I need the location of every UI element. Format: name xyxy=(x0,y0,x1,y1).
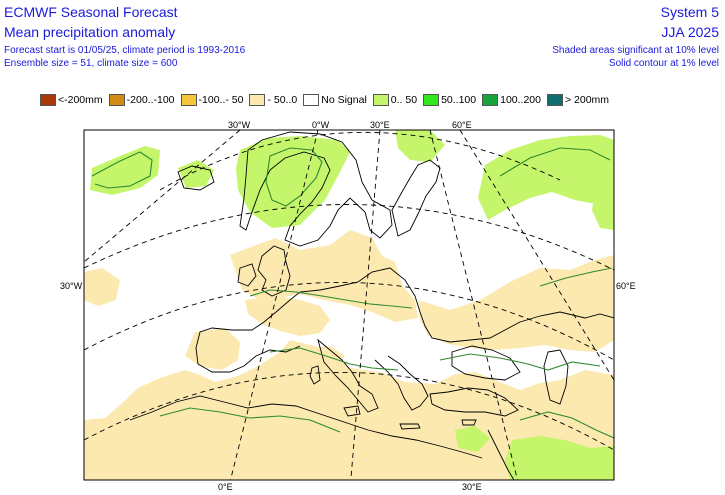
meridian-60e xyxy=(459,130,614,381)
legend-swatch xyxy=(180,94,197,106)
legend-label: 50..100 xyxy=(441,94,477,106)
legend-item: 100..200 xyxy=(482,94,541,106)
wet-region-middle-east xyxy=(505,436,614,480)
ensemble-size-text: Ensemble size = 51, climate size = 600 xyxy=(4,58,178,69)
contour-black-sea xyxy=(439,353,601,371)
dry-region-eastern-europe xyxy=(418,255,614,352)
legend-item: > 200mm xyxy=(546,94,610,106)
graticule-labels: 30°W 0°W 30°E 60°E 30°W 60°E 0°E 30°E xyxy=(60,120,636,492)
dry-region-atlantic xyxy=(84,268,120,306)
coast-turkey xyxy=(429,387,519,417)
forecast-title: ECMWF Seasonal Forecast xyxy=(4,4,178,20)
coast-britain xyxy=(257,245,291,297)
contour-russia xyxy=(499,147,611,177)
legend-swatch xyxy=(372,94,389,106)
label-bottom-0: 0°E xyxy=(218,482,233,492)
coast-continent xyxy=(289,267,614,343)
significance-contours xyxy=(91,147,614,439)
label-top-60e: 60°E xyxy=(452,120,472,130)
legend-label: -200..-100 xyxy=(126,94,175,106)
map-frame xyxy=(83,129,615,481)
legend-swatch xyxy=(249,94,266,106)
contour-europe xyxy=(249,289,413,309)
legend-label: 0.. 50 xyxy=(390,94,418,106)
parallel-60n xyxy=(84,204,614,271)
legend-item: - 50..0 xyxy=(249,94,297,106)
significance-10-text: Shaded areas significant at 10% level xyxy=(552,45,719,56)
label-top-30w: 30°W xyxy=(228,120,251,130)
forecast-subtitle: Mean precipitation anomaly xyxy=(4,24,176,40)
legend-item: 50..100 xyxy=(423,94,476,106)
coast-ireland xyxy=(237,263,257,287)
label-left-30w: 30°W xyxy=(60,281,83,291)
legend-swatch xyxy=(482,94,499,106)
contour-north-atlantic xyxy=(91,151,153,189)
wet-region-scandinavia xyxy=(236,136,350,228)
label-right-60e: 60°E xyxy=(616,281,636,291)
wet-region-turkey-east xyxy=(455,426,490,452)
legend-swatch xyxy=(546,94,563,106)
parallel-40n xyxy=(84,371,614,451)
label-top-30e: 30°E xyxy=(370,120,390,130)
legend-swatch xyxy=(108,94,125,106)
coast-caspian xyxy=(543,349,569,405)
legend-item: -200..-100 xyxy=(108,94,175,106)
coast-north-africa xyxy=(129,395,483,459)
label-bottom-30e: 30°E xyxy=(462,482,482,492)
wet-region-iceland xyxy=(178,160,214,188)
coast-finland xyxy=(391,159,441,237)
legend-item: 0.. 50 xyxy=(372,94,418,106)
legend-label: No Signal xyxy=(321,94,367,106)
wet-region-north-atlantic xyxy=(90,146,160,195)
contour-east xyxy=(539,267,613,287)
legend-item: -100..- 50 xyxy=(180,94,244,106)
coast-iceland xyxy=(177,165,215,191)
legend-label: <-200mm xyxy=(58,94,103,106)
coastlines xyxy=(129,131,614,480)
season-label: JJA 2025 xyxy=(661,24,719,40)
dry-region-central-med xyxy=(302,346,345,366)
legend-item: No Signal xyxy=(303,94,367,106)
color-legend: <-200mm -200..-100 -100..- 50 - 50..0 No Sig… xyxy=(40,93,615,107)
parallel-50n xyxy=(84,281,614,361)
coast-italy xyxy=(317,338,379,413)
coast-red-sea xyxy=(487,429,515,480)
coast-cyprus xyxy=(461,419,477,426)
legend-label: - 50..0 xyxy=(267,94,298,106)
wet-region-urals xyxy=(592,184,614,230)
coast-black-sea xyxy=(451,345,521,381)
wet-anomaly-regions xyxy=(90,130,614,480)
dry-region-northern-europe xyxy=(230,230,418,322)
meridian-0 xyxy=(230,130,319,480)
legend-item: <-200mm xyxy=(40,94,103,106)
meridian-30e xyxy=(350,130,381,480)
forecast-start-text: Forecast start is 01/05/25, climate peri… xyxy=(4,45,246,56)
contour-med xyxy=(269,347,399,371)
contour-middle-east xyxy=(519,411,614,439)
meridian-45e xyxy=(429,130,518,480)
system-label: System 5 xyxy=(660,4,719,20)
coast-france-iberia xyxy=(195,299,301,373)
legend-label: > 200mm xyxy=(564,94,610,106)
coast-sicily xyxy=(343,405,361,417)
parallel-70n xyxy=(159,131,561,191)
contour-scandinavia xyxy=(265,147,323,207)
label-top-0: 0°W xyxy=(312,120,330,130)
coast-crete xyxy=(399,423,421,430)
significance-1-text: Solid contour at 1% level xyxy=(608,58,719,69)
wet-region-north-russia xyxy=(478,135,614,220)
legend-swatch xyxy=(40,94,56,106)
dry-region-western-europe xyxy=(245,296,330,336)
coast-scandinavia xyxy=(239,131,393,247)
legend-swatch xyxy=(423,94,440,106)
contour-north-africa xyxy=(159,407,341,433)
coast-balkans-greece xyxy=(374,355,429,411)
meridian-30w xyxy=(84,130,241,263)
coast-sardinia-corsica xyxy=(309,365,321,385)
graticule xyxy=(84,130,614,480)
legend-label: 100..200 xyxy=(500,94,541,106)
legend-swatch xyxy=(303,94,320,106)
legend-label: -100..- 50 xyxy=(198,94,244,106)
